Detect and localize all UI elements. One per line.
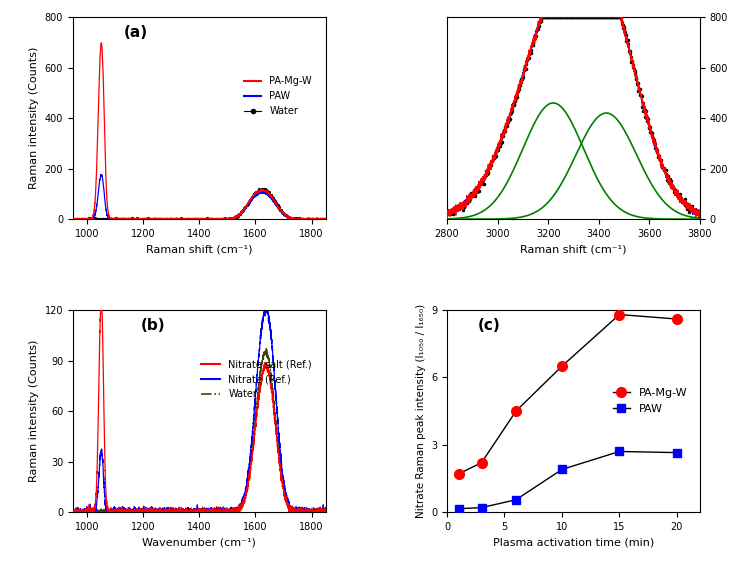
X-axis label: Wavenumber (cm⁻¹): Wavenumber (cm⁻¹) — [142, 537, 256, 547]
Text: (a): (a) — [123, 25, 147, 40]
Text: (c): (c) — [477, 318, 500, 333]
Y-axis label: Nitrate Raman peak intensity (I₁₀₅₀ / I₁₆₅₀): Nitrate Raman peak intensity (I₁₀₅₀ / I₁… — [416, 304, 426, 518]
Legend: PA-Mg-W, PAW, Water: PA-Mg-W, PAW, Water — [240, 72, 316, 120]
Legend: Nitrate salt (Ref.), Nitrate (Ref.), Water: Nitrate salt (Ref.), Nitrate (Ref.), Wat… — [197, 355, 316, 403]
X-axis label: Raman shift (cm⁻¹): Raman shift (cm⁻¹) — [146, 245, 252, 254]
X-axis label: Raman shift (cm⁻¹): Raman shift (cm⁻¹) — [521, 245, 627, 254]
Y-axis label: Raman intensity (Counts): Raman intensity (Counts) — [29, 47, 39, 189]
Text: (b): (b) — [141, 318, 165, 333]
X-axis label: Plasma activation time (min): Plasma activation time (min) — [493, 537, 654, 547]
Legend: PA-Mg-W, PAW: PA-Mg-W, PAW — [609, 384, 692, 418]
Y-axis label: Raman intensity (Counts): Raman intensity (Counts) — [29, 340, 39, 483]
